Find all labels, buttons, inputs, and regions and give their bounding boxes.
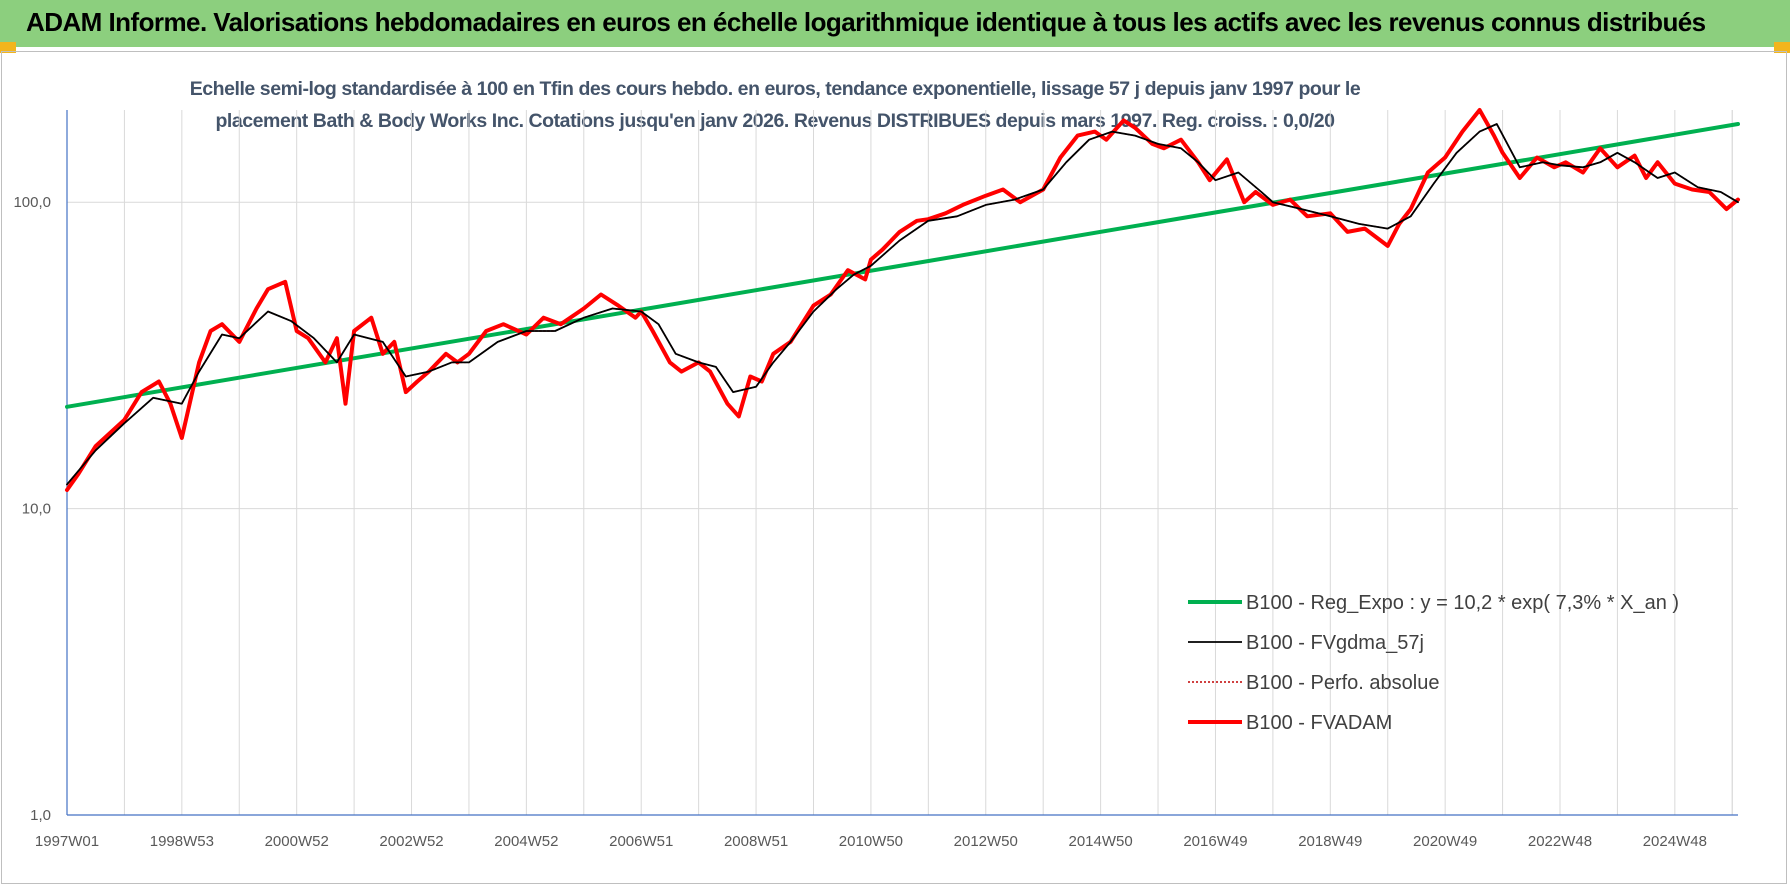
- legend: B100 - Reg_Expo : y = 10,2 * exp( 7,3% *…: [1188, 592, 1679, 734]
- series-lines: [65, 108, 1740, 492]
- y-tick-label: 1,0: [30, 807, 51, 824]
- x-tick-label: 2018W49: [1298, 833, 1362, 850]
- chart-title-line-2: placement Bath & Body Works Inc. Cotatio…: [215, 110, 1335, 132]
- legend-label: B100 - FVgdma_57j: [1246, 632, 1424, 654]
- y-tick-label: 10,0: [22, 501, 51, 518]
- x-tick-label: 1998W53: [150, 833, 214, 850]
- series-line-1: [65, 122, 1740, 409]
- legend-label: B100 - Reg_Expo : y = 10,2 * exp( 7,3% *…: [1246, 592, 1679, 614]
- x-tick-label: 2010W50: [839, 833, 903, 850]
- corner-marker-top-left: [0, 42, 16, 53]
- header-title: ADAM Informe. Valorisations hebdomadaire…: [26, 7, 1706, 37]
- x-tick-label: 2006W51: [609, 833, 673, 850]
- x-tick-label: 2002W52: [379, 833, 443, 850]
- axes: 1,0 10,0 100,0 1997W01 1998W53 2000W52 2002W52…: [13, 110, 1738, 850]
- x-tick-label: 2016W49: [1183, 833, 1247, 850]
- y-tick-label: 100,0: [13, 194, 51, 211]
- series-line-2: [66, 123, 1739, 486]
- series-line-3: [66, 123, 1739, 486]
- legend-label: B100 - Perfo. absolue: [1246, 672, 1439, 694]
- x-tick-label: 2014W50: [1068, 833, 1132, 850]
- x-tick-label: 2012W50: [954, 833, 1018, 850]
- x-tick-label: 1997W01: [35, 833, 99, 850]
- x-tick-label: 2020W49: [1413, 833, 1477, 850]
- corner-marker-top-right: [1774, 42, 1790, 53]
- x-tick-label: 2024W48: [1643, 833, 1707, 850]
- x-tick-label: 2022W48: [1528, 833, 1592, 850]
- x-tick-label: 2008W51: [724, 833, 788, 850]
- x-tick-label: 2004W52: [494, 833, 558, 850]
- x-tick-label: 2000W52: [265, 833, 329, 850]
- grid: [67, 110, 1738, 816]
- legend-label: B100 - FVADAM: [1246, 712, 1392, 734]
- chart-title-line-1: Echelle semi-log standardisée à 100 en T…: [189, 78, 1361, 100]
- header-bar: ADAM Informe. Valorisations hebdomadaire…: [0, 0, 1790, 47]
- chart-frame: [1, 51, 1787, 884]
